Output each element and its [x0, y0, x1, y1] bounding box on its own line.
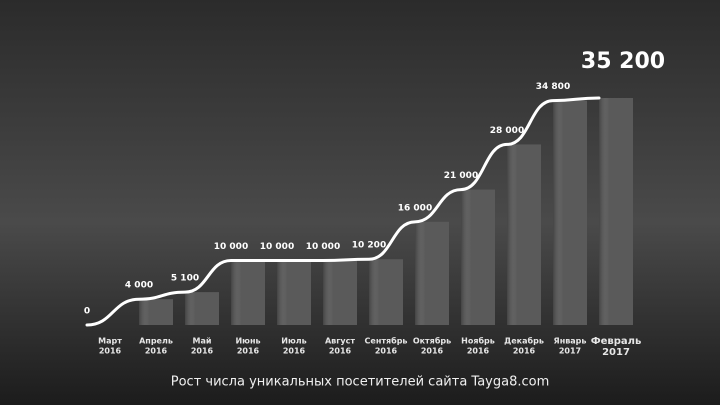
data-label: 10 000 [306, 242, 340, 252]
data-label: 10 000 [214, 242, 248, 252]
x-tick-label: Август [325, 337, 355, 346]
data-label: 10 200 [352, 241, 386, 251]
x-tick-label: 2017 [602, 347, 630, 358]
bar-shade [461, 189, 495, 325]
line [85, 96, 601, 327]
data-label: 16 000 [398, 203, 432, 213]
x-tick-label: 2017 [559, 347, 581, 356]
bar-shade [415, 221, 449, 325]
x-tick-label: Октябрь [413, 336, 451, 346]
x-tick-label: Апрель [139, 337, 173, 346]
data-label: 35 200 [581, 49, 665, 74]
x-tick-label: Февраль [591, 336, 642, 347]
x-tick-label: 2016 [237, 347, 260, 356]
x-tick-label: 2016 [191, 347, 214, 356]
bar-shade [185, 292, 219, 325]
bar-shade [553, 100, 587, 325]
x-tick-label: Июнь [235, 337, 260, 346]
data-label: 4 000 [125, 281, 153, 291]
bar-shade [369, 259, 403, 325]
data-label: 0 [84, 307, 90, 317]
data-label: 28 000 [490, 126, 524, 136]
x-tick-label: Ноябрь [461, 336, 495, 346]
x-tick-label: Июль [281, 337, 306, 346]
bar-shade [139, 299, 173, 325]
x-tick-label: Март [98, 337, 122, 346]
x-tick-label: 2016 [283, 347, 306, 356]
x-tick-label: Май [193, 337, 212, 346]
x-tick-label: Январь [554, 337, 587, 346]
bar-shade [599, 98, 633, 325]
data-label: 34 800 [536, 82, 570, 92]
x-tick-label: 2016 [375, 347, 398, 356]
x-tick-label: 2016 [467, 347, 490, 356]
data-label: 5 100 [171, 274, 199, 284]
bar-shade [507, 144, 541, 325]
data-label: 21 000 [444, 171, 478, 181]
x-tick-label: Сентябрь [365, 336, 408, 346]
x-tick-label: 2016 [145, 347, 168, 356]
x-tick-label: 2016 [421, 347, 444, 356]
x-tick-label: 2016 [329, 347, 352, 356]
bar-shade [323, 260, 357, 325]
x-tick-label: 2016 [99, 347, 122, 356]
bar-shade [231, 260, 265, 325]
data-label: 10 000 [260, 242, 294, 252]
x-tick-label: Декабрь [504, 336, 544, 346]
chart-title: Рост числа уникальных посетителей сайта … [171, 375, 550, 390]
bar-shade [277, 260, 311, 325]
x-tick-label: 2016 [513, 347, 536, 356]
